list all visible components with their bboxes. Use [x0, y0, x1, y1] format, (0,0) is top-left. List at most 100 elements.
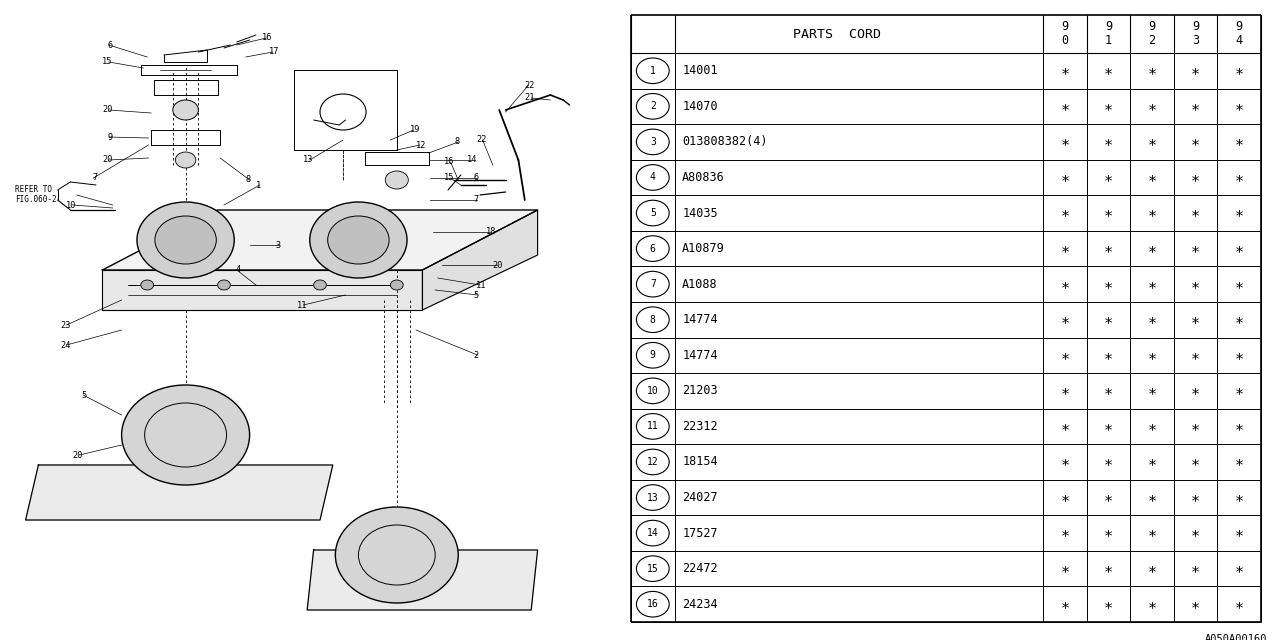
- Text: ∗: ∗: [1190, 561, 1201, 576]
- Text: ∗: ∗: [1234, 561, 1244, 576]
- Text: 16: 16: [444, 157, 454, 166]
- Polygon shape: [102, 210, 538, 270]
- Text: 10: 10: [67, 200, 77, 209]
- Text: 5: 5: [474, 291, 479, 300]
- Text: ∗: ∗: [1060, 383, 1070, 398]
- Text: 9: 9: [650, 350, 655, 360]
- Text: ∗: ∗: [1190, 134, 1201, 149]
- Text: ∗: ∗: [1103, 596, 1114, 612]
- Text: ∗: ∗: [1234, 170, 1244, 185]
- Text: 14: 14: [467, 156, 477, 164]
- Text: 14774: 14774: [682, 349, 718, 362]
- Text: ∗: ∗: [1147, 525, 1157, 541]
- Text: ∗: ∗: [1147, 63, 1157, 78]
- Polygon shape: [307, 550, 538, 610]
- Text: ∗: ∗: [1234, 276, 1244, 292]
- Circle shape: [390, 280, 403, 290]
- Text: A80836: A80836: [682, 171, 724, 184]
- Text: 18154: 18154: [682, 456, 718, 468]
- Text: 7: 7: [474, 195, 479, 205]
- Text: 0: 0: [1061, 35, 1069, 47]
- Text: ∗: ∗: [1103, 561, 1114, 576]
- Text: ∗: ∗: [1103, 383, 1114, 398]
- Text: ∗: ∗: [1234, 205, 1244, 221]
- Text: ∗: ∗: [1147, 276, 1157, 292]
- Text: ∗: ∗: [1147, 348, 1157, 363]
- Text: 19: 19: [410, 125, 420, 134]
- Text: ∗: ∗: [1147, 134, 1157, 149]
- Text: 22472: 22472: [682, 562, 718, 575]
- Text: 16: 16: [262, 33, 273, 42]
- Text: ∗: ∗: [1103, 99, 1114, 114]
- Text: ∗: ∗: [1060, 205, 1070, 221]
- Text: A050A00160: A050A00160: [1204, 634, 1267, 640]
- Text: 1: 1: [256, 180, 261, 189]
- Text: 15: 15: [102, 58, 113, 67]
- Text: ∗: ∗: [1060, 134, 1070, 149]
- Text: ∗: ∗: [1234, 99, 1244, 114]
- Text: 17: 17: [269, 47, 279, 56]
- Text: ∗: ∗: [1147, 241, 1157, 256]
- Text: 24234: 24234: [682, 598, 718, 611]
- Text: ∗: ∗: [1103, 63, 1114, 78]
- Text: 7: 7: [650, 279, 655, 289]
- Text: ∗: ∗: [1060, 276, 1070, 292]
- Text: ∗: ∗: [1060, 63, 1070, 78]
- Text: ∗: ∗: [1234, 312, 1244, 327]
- Text: ∗: ∗: [1060, 596, 1070, 612]
- Text: 14035: 14035: [682, 207, 718, 220]
- Text: FIG.060-2: FIG.060-2: [15, 195, 58, 205]
- Circle shape: [314, 280, 326, 290]
- Text: 21: 21: [525, 93, 535, 102]
- Text: 22: 22: [525, 81, 535, 90]
- Text: ∗: ∗: [1190, 241, 1201, 256]
- Text: ∗: ∗: [1147, 419, 1157, 434]
- Circle shape: [173, 100, 198, 120]
- Text: 13: 13: [303, 156, 314, 164]
- Text: ∗: ∗: [1190, 383, 1201, 398]
- Text: REFER TO: REFER TO: [15, 186, 52, 195]
- Text: 4: 4: [236, 266, 241, 275]
- Text: 9: 9: [1148, 20, 1156, 33]
- Text: ∗: ∗: [1103, 525, 1114, 541]
- Text: 5: 5: [650, 208, 655, 218]
- Text: 6: 6: [108, 40, 113, 49]
- Text: 16: 16: [646, 599, 659, 609]
- Text: ∗: ∗: [1060, 454, 1070, 470]
- Text: 4: 4: [650, 172, 655, 182]
- Text: 9: 9: [1192, 20, 1199, 33]
- Circle shape: [328, 216, 389, 264]
- Circle shape: [218, 280, 230, 290]
- Text: ∗: ∗: [1103, 134, 1114, 149]
- Text: 7: 7: [92, 173, 97, 182]
- Text: 22312: 22312: [682, 420, 718, 433]
- Text: 013808382(4): 013808382(4): [682, 136, 768, 148]
- Text: 14: 14: [646, 528, 659, 538]
- Text: ∗: ∗: [1234, 241, 1244, 256]
- Text: ∗: ∗: [1147, 99, 1157, 114]
- Text: 4: 4: [1235, 35, 1243, 47]
- Text: 24: 24: [60, 340, 70, 349]
- Text: 5: 5: [82, 390, 87, 399]
- Polygon shape: [422, 210, 538, 310]
- Text: ∗: ∗: [1190, 312, 1201, 327]
- Text: ∗: ∗: [1060, 241, 1070, 256]
- Text: ∗: ∗: [1190, 490, 1201, 505]
- Text: ∗: ∗: [1190, 348, 1201, 363]
- Text: ∗: ∗: [1234, 525, 1244, 541]
- Text: ∗: ∗: [1060, 525, 1070, 541]
- Text: 20: 20: [102, 106, 113, 115]
- Text: ∗: ∗: [1060, 348, 1070, 363]
- Text: 20: 20: [102, 156, 113, 164]
- Circle shape: [385, 171, 408, 189]
- Text: ∗: ∗: [1147, 170, 1157, 185]
- Circle shape: [137, 202, 234, 278]
- Text: 1: 1: [650, 66, 655, 76]
- Text: 20: 20: [73, 451, 83, 460]
- Text: ∗: ∗: [1060, 170, 1070, 185]
- Text: 8: 8: [454, 138, 460, 147]
- Text: ∗: ∗: [1103, 348, 1114, 363]
- Circle shape: [141, 280, 154, 290]
- Text: 17527: 17527: [682, 527, 718, 540]
- Text: ∗: ∗: [1103, 241, 1114, 256]
